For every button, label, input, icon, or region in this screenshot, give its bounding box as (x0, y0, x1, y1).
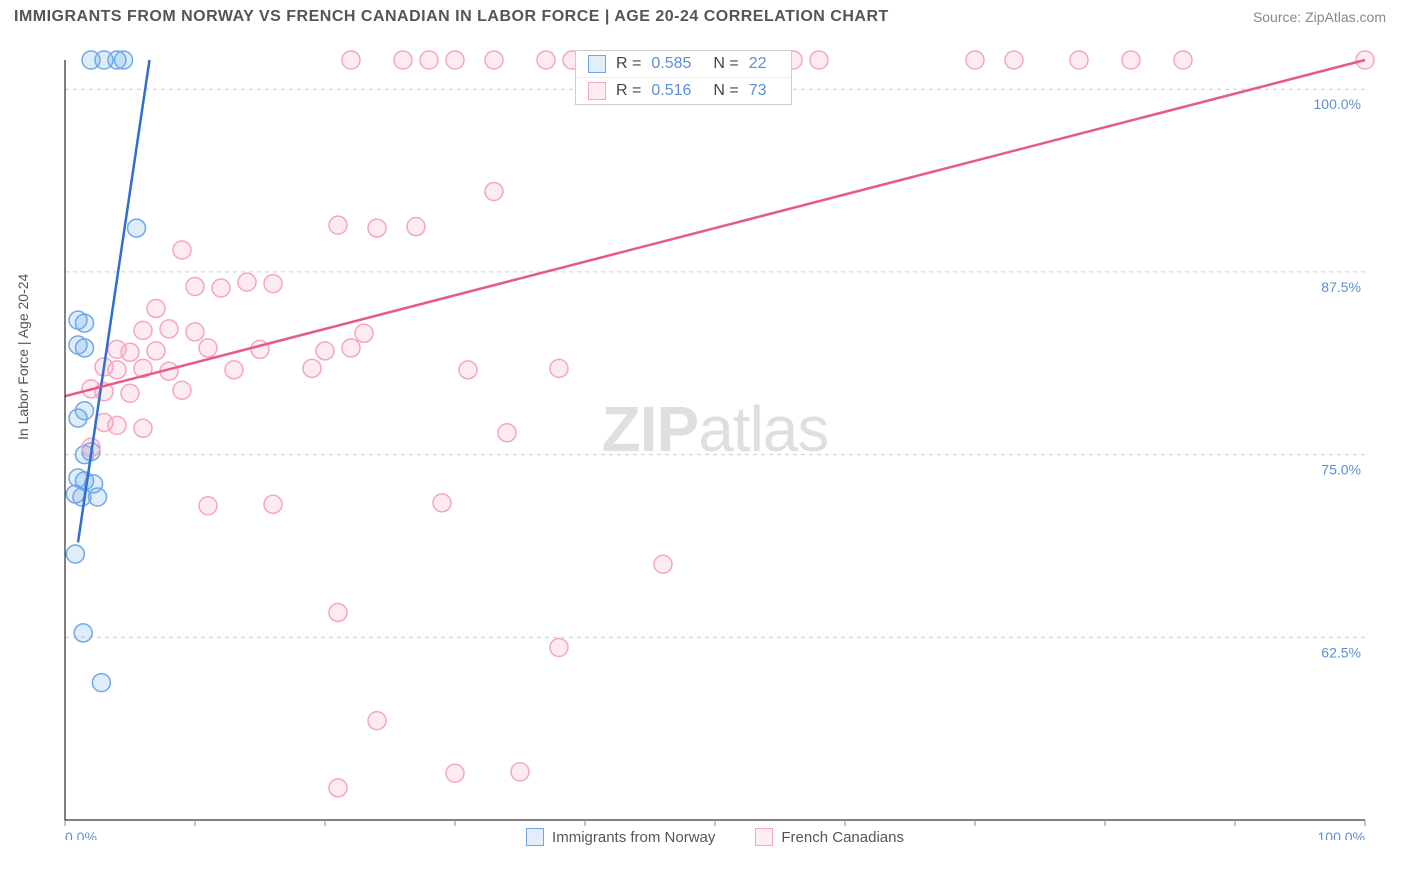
scatter-point (212, 279, 230, 297)
scatter-point (329, 779, 347, 797)
scatter-point (121, 384, 139, 402)
chart-container: In Labor Force | Age 20-24 0.0%100.0%62.… (45, 50, 1385, 840)
scatter-point (264, 495, 282, 513)
scatter-point (329, 216, 347, 234)
scatter-point (115, 51, 133, 69)
r-value: 0.516 (651, 82, 691, 100)
scatter-point (368, 219, 386, 237)
scatter-point (199, 339, 217, 357)
scatter-point (446, 51, 464, 69)
scatter-point (303, 359, 321, 377)
scatter-point (92, 674, 110, 692)
scatter-point (407, 218, 425, 236)
scatter-point (316, 342, 334, 360)
scatter-point (238, 273, 256, 291)
n-value: 73 (749, 82, 767, 100)
scatter-point (966, 51, 984, 69)
correlation-scatter-chart: 0.0%100.0%62.5%75.0%87.5%100.0% (45, 50, 1385, 840)
legend-swatch (755, 828, 773, 846)
scatter-point (121, 343, 139, 361)
source-label: Source: ZipAtlas.com (1253, 9, 1386, 25)
scatter-point (264, 275, 282, 293)
scatter-point (394, 51, 412, 69)
scatter-point (147, 342, 165, 360)
scatter-point (511, 763, 529, 781)
stats-legend: R = 0.585 N = 22 R = 0.516 N = 73 (575, 50, 792, 105)
scatter-point (108, 416, 126, 434)
legend-swatch (588, 55, 606, 73)
scatter-point (225, 361, 243, 379)
scatter-point (1174, 51, 1192, 69)
r-value: 0.585 (651, 55, 691, 73)
scatter-point (810, 51, 828, 69)
scatter-point (128, 219, 146, 237)
scatter-point (1005, 51, 1023, 69)
scatter-point (147, 299, 165, 317)
scatter-point (66, 545, 84, 563)
chart-title: IMMIGRANTS FROM NORWAY VS FRENCH CANADIA… (14, 8, 889, 26)
scatter-point (537, 51, 555, 69)
scatter-point (446, 764, 464, 782)
r-label: R = (616, 55, 641, 73)
scatter-point (74, 624, 92, 642)
y-axis-title: In Labor Force | Age 20-24 (15, 274, 31, 440)
scatter-point (342, 51, 360, 69)
scatter-point (1122, 51, 1140, 69)
scatter-point (654, 555, 672, 573)
scatter-point (76, 314, 94, 332)
trendline (78, 60, 150, 542)
n-value: 22 (749, 55, 767, 73)
scatter-point (76, 402, 94, 420)
scatter-point (485, 51, 503, 69)
scatter-point (186, 323, 204, 341)
scatter-point (134, 419, 152, 437)
scatter-point (485, 183, 503, 201)
scatter-point (173, 241, 191, 259)
legend-series-name: French Canadians (781, 829, 904, 846)
header: IMMIGRANTS FROM NORWAY VS FRENCH CANADIA… (0, 0, 1406, 30)
scatter-point (76, 339, 94, 357)
scatter-point (433, 494, 451, 512)
scatter-point (134, 321, 152, 339)
scatter-point (550, 359, 568, 377)
scatter-point (550, 639, 568, 657)
scatter-point (420, 51, 438, 69)
scatter-point (173, 381, 191, 399)
r-label: R = (616, 82, 641, 100)
bottom-legend-item: Immigrants from Norway (526, 828, 715, 846)
scatter-point (199, 497, 217, 515)
scatter-point (160, 320, 178, 338)
scatter-point (368, 712, 386, 730)
n-label: N = (713, 82, 738, 100)
bottom-legend-item: French Canadians (755, 828, 904, 846)
scatter-point (459, 361, 477, 379)
y-tick-label: 100.0% (1314, 96, 1361, 112)
y-tick-label: 75.0% (1321, 462, 1361, 478)
stats-legend-row: R = 0.516 N = 73 (576, 77, 791, 104)
scatter-point (186, 278, 204, 296)
legend-swatch (588, 82, 606, 100)
y-tick-label: 87.5% (1321, 279, 1361, 295)
legend-swatch (526, 828, 544, 846)
scatter-point (89, 488, 107, 506)
n-label: N = (713, 55, 738, 73)
stats-legend-row: R = 0.585 N = 22 (576, 51, 791, 77)
scatter-point (498, 424, 516, 442)
scatter-point (108, 361, 126, 379)
scatter-point (342, 339, 360, 357)
legend-series-name: Immigrants from Norway (552, 829, 715, 846)
bottom-legend: Immigrants from Norway French Canadians (45, 828, 1385, 846)
y-tick-label: 62.5% (1321, 644, 1361, 660)
scatter-point (1070, 51, 1088, 69)
scatter-point (355, 324, 373, 342)
trendline (65, 60, 1365, 396)
scatter-point (329, 603, 347, 621)
